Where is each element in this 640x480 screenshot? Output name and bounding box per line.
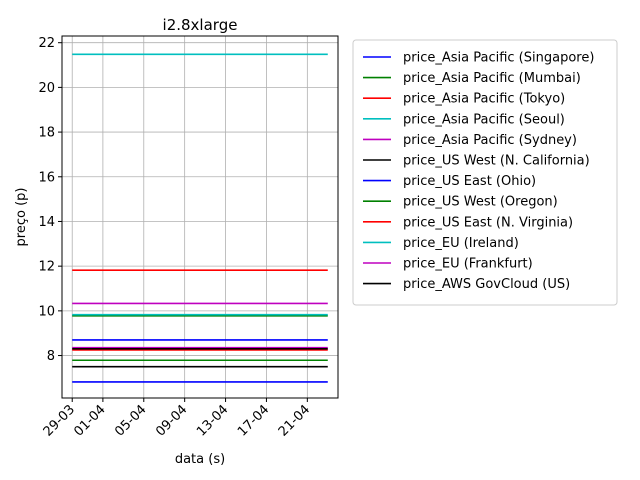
plot-frame xyxy=(61,35,339,399)
legend-label: price_AWS GovCloud (US) xyxy=(403,277,570,292)
y-axis-label: preço (p) xyxy=(14,188,29,247)
legend-label: price_US East (Ohio) xyxy=(403,174,536,189)
legend-label: price_Asia Pacific (Mumbai) xyxy=(403,71,581,86)
legend-label: price_Asia Pacific (Singapore) xyxy=(403,51,594,66)
legend-label: price_EU (Ireland) xyxy=(403,236,519,251)
y-axis: 8 10 12 14 16 18 20 22 xyxy=(38,36,62,364)
legend-label: price_EU (Frankfurt) xyxy=(403,257,533,272)
legend: price_Asia Pacific (Singapore) price_Asia… xyxy=(352,39,618,306)
y-tick-label: 20 xyxy=(38,81,55,96)
x-tick-label: 01-04 xyxy=(71,402,108,439)
legend-label: price_Asia Pacific (Tokyo) xyxy=(403,92,565,107)
x-tick-label: 05-04 xyxy=(112,402,149,439)
legend-label: price_Asia Pacific (Sydney) xyxy=(403,133,577,148)
legend-label: price_US East (N. Virginia) xyxy=(403,215,573,230)
x-tick-label: 17-04 xyxy=(235,402,272,439)
y-tick-label: 22 xyxy=(38,36,55,51)
y-tick-label: 18 xyxy=(38,126,55,141)
x-axis-label: data (s) xyxy=(175,452,225,467)
chart-title: i2.8xlarge xyxy=(163,16,238,34)
legend-label: price_Asia Pacific (Seoul) xyxy=(403,112,565,127)
grid xyxy=(62,36,338,398)
y-tick-label: 14 xyxy=(38,215,55,230)
y-tick-label: 12 xyxy=(38,260,55,275)
x-tick-label: 29-03 xyxy=(41,402,78,439)
y-tick-label: 8 xyxy=(47,349,55,364)
x-tick-label: 09-04 xyxy=(153,402,190,439)
x-tick-label: 13-04 xyxy=(194,402,231,439)
legend-label: price_US West (Oregon) xyxy=(403,195,558,210)
y-tick-label: 10 xyxy=(38,304,55,319)
legend-label: price_US West (N. California) xyxy=(403,154,590,169)
legend-frame xyxy=(352,39,618,306)
x-tick-label: 21-04 xyxy=(276,402,313,439)
y-tick-label: 16 xyxy=(38,170,55,185)
series-lines xyxy=(72,53,328,383)
